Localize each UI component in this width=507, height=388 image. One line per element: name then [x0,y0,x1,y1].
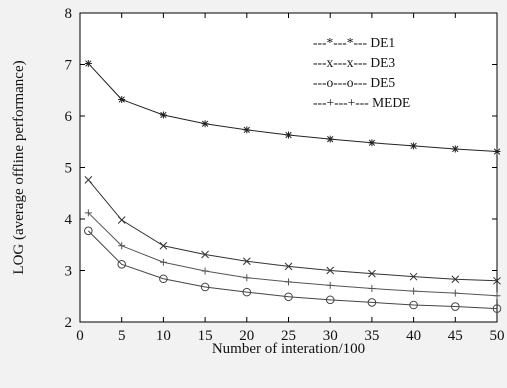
plot-area [79,12,498,323]
data-point [409,272,418,281]
data-point [326,281,334,289]
x-tick-label: 50 [490,328,505,344]
data-point [451,145,459,153]
series-de5 [84,226,502,313]
data-point [242,287,252,297]
data-point [201,250,209,259]
data-point [326,266,335,275]
x-axis-label: Number of interation/100 [212,341,365,357]
series-group [84,59,502,313]
data-point [200,282,210,292]
data-point [201,267,209,275]
data-point [368,139,376,147]
legend-entry-de3: ---x---x--- DE3 [313,55,395,70]
data-point [118,96,126,104]
data-point [285,131,292,139]
y-tick-label: 7 [65,58,73,74]
series-de3 [84,176,501,285]
legend-entry-mede: ---+---+--- MEDE [313,95,410,110]
data-point [368,285,376,293]
data-point [159,111,167,119]
data-point [243,274,251,282]
legend-entry-de1: ---*---*--- DE1 [313,35,395,50]
y-tick-label: 4 [65,212,73,228]
x-tick-label: 0 [76,328,84,344]
data-point [410,142,418,150]
data-point [326,135,334,143]
data-point [409,300,418,310]
data-point [410,287,418,295]
data-point [243,126,251,134]
x-tick-label: 5 [118,328,126,344]
y-tick-label: 3 [65,264,73,280]
data-point [451,275,460,284]
x-tick-label: 40 [406,328,421,344]
data-point [368,269,376,278]
y-tick-label: 6 [65,109,73,125]
x-tick-label: 35 [364,328,379,344]
y-tick-label: 2 [65,315,73,331]
x-tick-label: 10 [156,328,171,344]
data-point [242,257,251,266]
data-point [493,148,501,156]
data-point [159,241,168,250]
data-point [117,260,126,269]
data-point [284,262,293,271]
data-point [451,302,460,311]
series-line-de5 [87,230,498,310]
data-point [284,292,293,302]
data-point [285,278,292,286]
data-point [451,289,459,297]
x-tick-label: 30 [323,328,338,344]
data-point [118,242,126,250]
y-axis-label: LOG (average offline performance) [11,60,27,274]
legend-entry-de5: ---o---o--- DE5 [313,75,395,90]
data-point [325,295,335,305]
series-mede [84,209,501,300]
data-point [84,176,93,184]
x-tick-label: 25 [281,328,296,344]
legend: ---*---*--- DE1 ---x---x--- DE3 ---o---o--… [313,35,410,110]
x-tick-label: 45 [448,328,463,344]
data-point [159,258,167,266]
y-tick-label: 5 [65,161,73,177]
y-tick-label: 8 [65,6,73,22]
x-tick-label: 20 [239,328,254,344]
series-de1 [84,59,501,156]
data-point [159,274,168,284]
data-point [117,216,126,224]
data-point [84,226,93,236]
data-point [492,304,502,313]
data-point [201,120,209,128]
data-point [84,59,92,67]
x-tick-label: 15 [198,328,213,344]
data-point [493,276,501,285]
data-point [493,292,501,300]
data-point [367,298,377,307]
data-point [84,209,92,217]
